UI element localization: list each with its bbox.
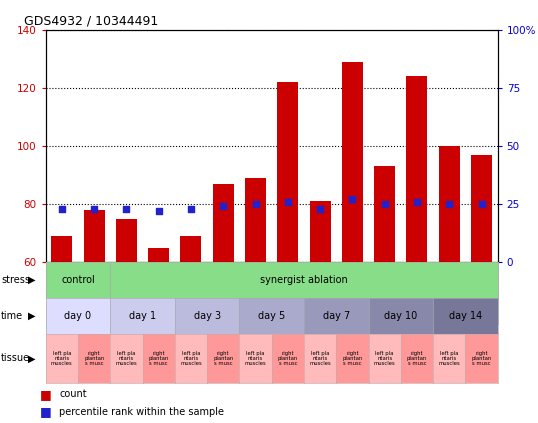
Text: GSM1144764: GSM1144764 [414,264,420,306]
Text: left pla
ntaris
muscles: left pla ntaris muscles [438,351,460,366]
Text: count: count [59,389,87,399]
Point [251,201,260,207]
Text: right
plantan
s musc: right plantan s musc [148,351,169,366]
Text: right
plantan
s musc: right plantan s musc [278,351,298,366]
Text: percentile rank within the sample: percentile rank within the sample [59,407,224,417]
Text: ■: ■ [40,405,52,418]
Text: GSM1144760: GSM1144760 [285,264,291,306]
Text: GDS4932 / 10344491: GDS4932 / 10344491 [24,14,159,27]
Text: day 3: day 3 [194,311,221,321]
Point [445,201,454,207]
Point [348,196,357,203]
Bar [277,82,298,262]
Text: GSM1144754: GSM1144754 [91,264,97,306]
Text: GSM1144766: GSM1144766 [479,264,484,306]
Text: day 1: day 1 [129,311,156,321]
Text: time: time [1,311,23,321]
Bar [342,62,363,262]
Bar [148,248,169,262]
Bar [374,166,395,262]
Text: day 14: day 14 [449,311,482,321]
Bar [84,210,104,262]
Text: right
plantan
s musc: right plantan s musc [342,351,363,366]
Text: day 5: day 5 [258,311,285,321]
Point [58,205,66,212]
Point [316,205,324,212]
Text: left pla
ntaris
muscles: left pla ntaris muscles [374,351,395,366]
Text: right
plantan
s musc: right plantan s musc [471,351,492,366]
Bar [52,236,72,262]
Text: right
plantan
s musc: right plantan s musc [407,351,427,366]
Point [122,205,131,212]
Text: ▶: ▶ [28,354,36,363]
Text: left pla
ntaris
muscles: left pla ntaris muscles [116,351,137,366]
Text: GSM1144767: GSM1144767 [447,264,452,306]
Bar [116,219,137,262]
Point [187,205,195,212]
Text: left pla
ntaris
muscles: left pla ntaris muscles [245,351,266,366]
Bar [309,201,330,262]
Bar [406,76,427,262]
Text: GSM1144763: GSM1144763 [317,264,323,306]
Text: GSM1144756: GSM1144756 [156,264,161,306]
Point [413,198,421,205]
Text: GSM1144755: GSM1144755 [59,264,65,306]
Bar [180,236,201,262]
Text: stress: stress [1,275,30,285]
Text: left pla
ntaris
muscles: left pla ntaris muscles [180,351,202,366]
Text: GSM1144765: GSM1144765 [382,264,387,306]
Point [284,198,292,205]
Point [219,203,228,210]
Bar [471,155,492,262]
Text: left pla
ntaris
muscles: left pla ntaris muscles [309,351,331,366]
Text: synergist ablation: synergist ablation [260,275,348,285]
Text: GSM1144762: GSM1144762 [350,264,355,306]
Text: GSM1144759: GSM1144759 [188,264,194,306]
Point [154,208,163,214]
Bar [438,146,459,262]
Text: ■: ■ [40,387,52,401]
Text: day 0: day 0 [65,311,91,321]
Text: control: control [61,275,95,285]
Bar [245,178,266,262]
Text: day 7: day 7 [323,311,350,321]
Text: left pla
ntaris
muscles: left pla ntaris muscles [51,351,73,366]
Text: right
plantan
s musc: right plantan s musc [84,351,104,366]
Text: ▶: ▶ [28,275,36,285]
Bar [213,184,233,262]
Point [90,205,98,212]
Text: GSM1144758: GSM1144758 [221,264,226,306]
Text: tissue: tissue [1,354,30,363]
Point [477,201,486,207]
Text: GSM1144757: GSM1144757 [124,264,129,306]
Text: right
plantan
s musc: right plantan s musc [213,351,233,366]
Text: ▶: ▶ [28,311,36,321]
Text: day 10: day 10 [384,311,417,321]
Text: GSM1144761: GSM1144761 [253,264,258,306]
Point [380,201,389,207]
